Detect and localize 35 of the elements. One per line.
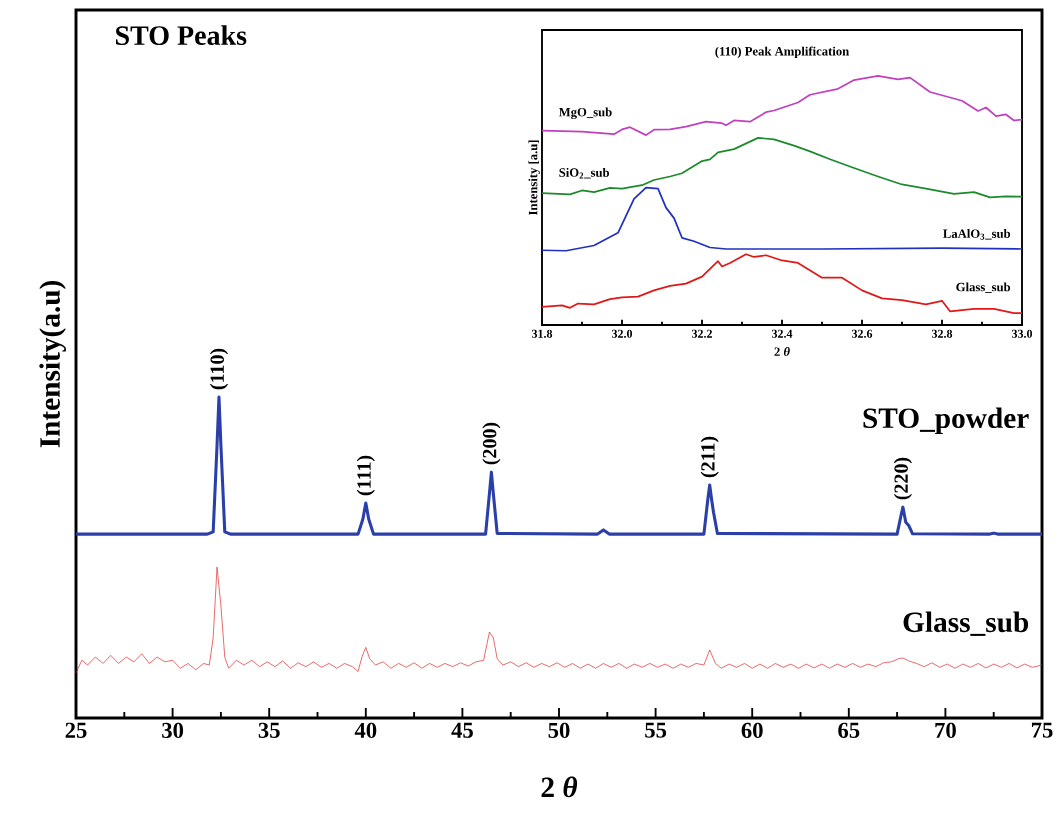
x-tick-label: 45: [451, 722, 473, 738]
x-tick-label: 32.0: [611, 329, 633, 338]
x-tick-label: 50: [548, 722, 570, 739]
series-label: Glass_sub: [903, 611, 1029, 636]
annotation: (111): [356, 455, 375, 496]
x-tick-label: 75: [1031, 722, 1053, 738]
annotation: (200): [482, 422, 501, 465]
y-axis-title: Intensity [a.u]: [528, 140, 540, 216]
series-label: MgO_sub: [558, 107, 612, 120]
annotation: (220): [893, 457, 912, 500]
y-axis-title: Intensity(a.u): [39, 280, 66, 448]
annotation: (110): [209, 348, 229, 390]
x-tick-label: 32.4: [771, 329, 793, 338]
text: STO_powder: [863, 407, 1029, 435]
x-tick-label: 31.8: [531, 329, 553, 338]
x-tick-label: 30: [162, 722, 184, 739]
x-tick-label: 32.2: [691, 329, 712, 338]
series-label: SiO$_{2}$_sub: [559, 167, 610, 179]
x-tick-label: 65: [838, 722, 860, 738]
chart-title: (110) Peak Amplification: [715, 46, 850, 59]
x-tick-label: 60: [741, 722, 763, 739]
annotation: (211): [700, 436, 719, 478]
x-axis-title: 2 θ: [541, 776, 578, 798]
series-label: Glass_sub: [956, 282, 1011, 293]
x-tick-label: 55: [645, 722, 667, 738]
x-tick-label: 33.0: [1011, 329, 1033, 338]
series-label: LaAlO$_{3}$_sub: [943, 229, 1011, 240]
x-tick-label: 70: [935, 722, 956, 739]
x-tick-label: 32.6: [851, 329, 873, 338]
x-tick-label: 25: [65, 722, 87, 738]
x-tick-label: 35: [258, 722, 280, 738]
x-tick-label: 32.8: [931, 329, 953, 338]
x-tick-label: 40: [354, 722, 377, 739]
text: STO Peaks: [116, 25, 247, 46]
x-axis-title: 2 θ: [774, 347, 790, 356]
